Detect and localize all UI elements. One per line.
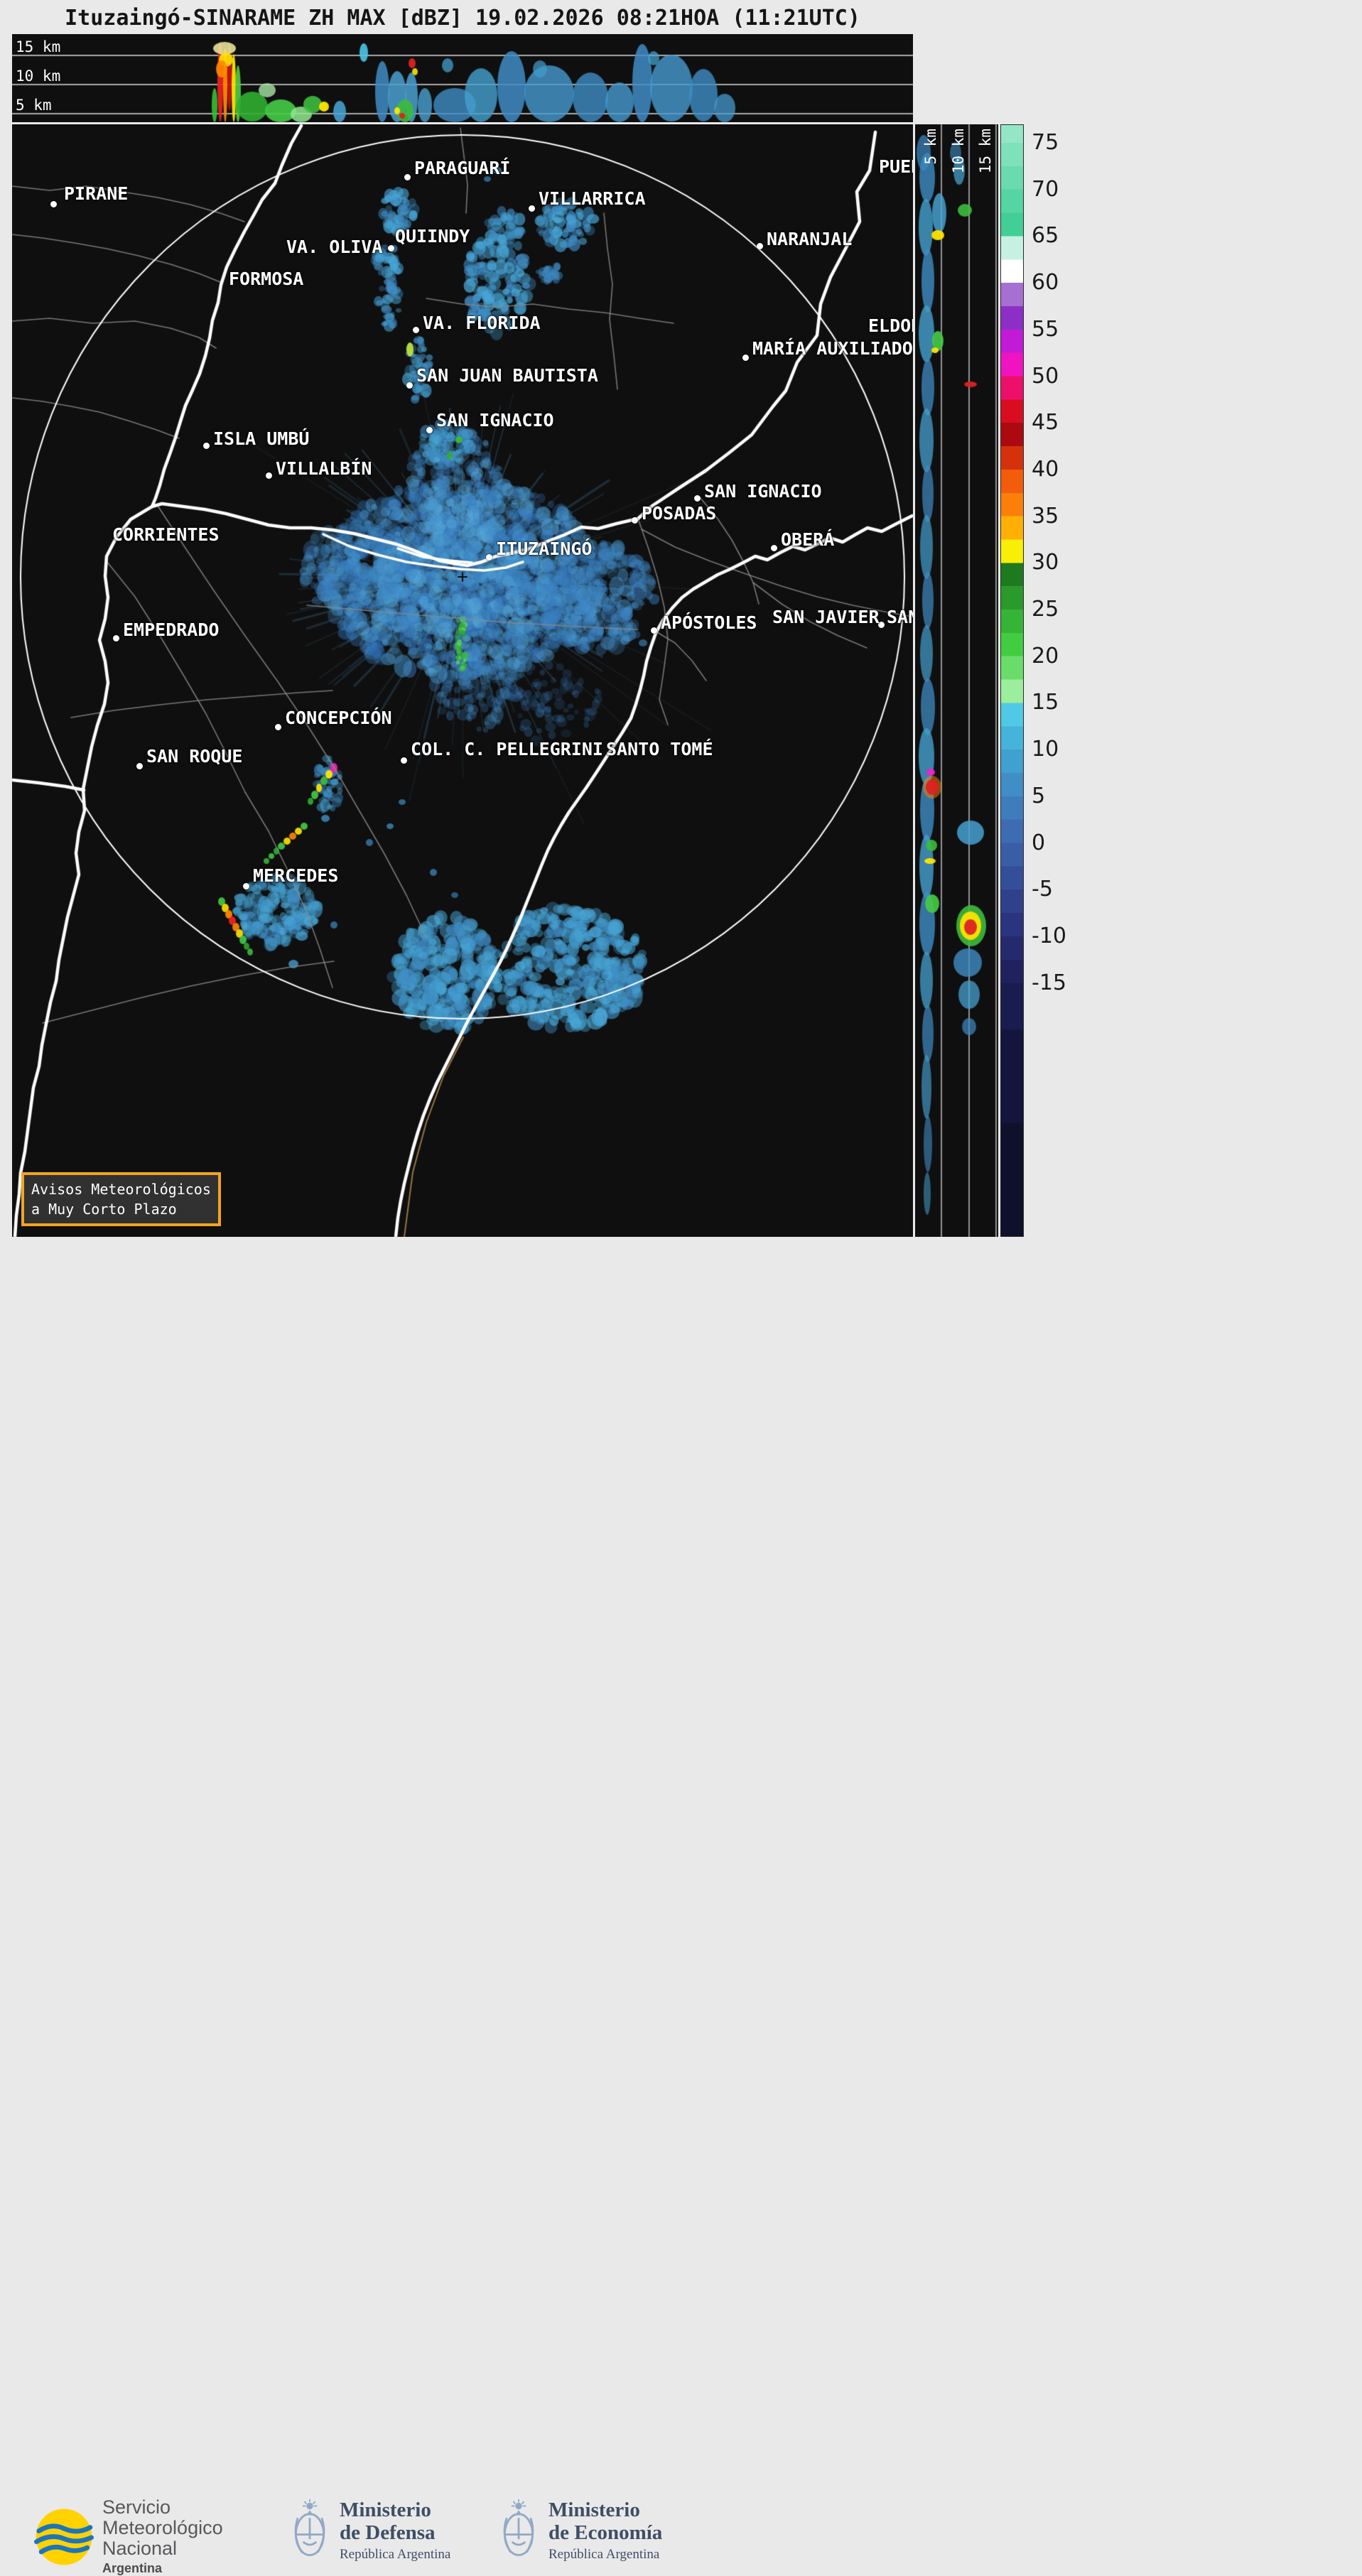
- colorbar-tick-55: 55: [1032, 316, 1059, 342]
- footer: Servicio Meteorológico Nacional Argentin…: [0, 1237, 1362, 2575]
- colorbar-tick-35: 35: [1032, 503, 1059, 529]
- smn-country-label: Argentina: [102, 2561, 163, 2575]
- smn-name-line-2: Meteorológico: [102, 2517, 223, 2538]
- colorbar-tick--15: -15: [1032, 970, 1066, 995]
- defensa-name-line-2: de Defensa: [340, 2521, 436, 2544]
- defensa-name-line-1: Ministerio: [340, 2499, 431, 2521]
- coat-of-arms-icon: [294, 2499, 325, 2556]
- colorbar-tick-10: 10: [1032, 737, 1059, 762]
- coat-of-arms-icon: [503, 2499, 534, 2556]
- colorbar-tick-50: 50: [1032, 363, 1059, 389]
- colorbar-tick-5: 5: [1032, 783, 1046, 808]
- colorbar-tick-0: 0: [1032, 830, 1046, 855]
- colorbar-tick-40: 40: [1032, 456, 1059, 482]
- colorbar-tick-25: 25: [1032, 597, 1059, 622]
- colorbar-tick-65: 65: [1032, 223, 1059, 249]
- colorbar-tick-30: 30: [1032, 550, 1059, 575]
- warning-box: Avisos Meteorológicos a Muy Corto Plazo: [21, 1172, 221, 1226]
- defensa-sub-label: República Argentina: [340, 2547, 451, 2562]
- defensa-logo-block: Ministerio de Defensa República Argentin…: [290, 2497, 450, 2564]
- colorbar-tick-20: 20: [1032, 643, 1059, 669]
- economia-sub-label: República Argentina: [548, 2547, 660, 2562]
- smn-logo-block: Servicio Meteorológico Nacional Argentin…: [34, 2497, 223, 2576]
- smn-name-line-1: Servicio: [102, 2496, 171, 2518]
- colorbar-tick-60: 60: [1032, 270, 1059, 296]
- colorbar-tick-70: 70: [1032, 176, 1059, 202]
- smn-name-line-3: Nacional: [102, 2538, 178, 2559]
- colorbar-tick--5: -5: [1032, 877, 1053, 902]
- colorbar-tick-15: 15: [1032, 690, 1059, 715]
- dbz-colorbar: [1000, 124, 1024, 1237]
- page-title: Ituzaingó-SINARAME ZH MAX [dBZ] 19.02.20…: [65, 6, 860, 31]
- top-cross-section-panel: [12, 34, 913, 122]
- colorbar-tick--10: -10: [1032, 923, 1066, 948]
- warning-line-2: a Muy Corto Plazo: [31, 1201, 177, 1218]
- smn-logo-icon: [34, 2509, 94, 2565]
- warning-line-1: Avisos Meteorológicos: [31, 1181, 211, 1198]
- radar-map-panel: [12, 124, 913, 1237]
- economia-name-line-2: de Economía: [548, 2521, 663, 2544]
- right-cross-section-panel: [915, 124, 998, 1237]
- economia-logo-block: Ministerio de Economía República Argenti…: [499, 2497, 662, 2564]
- colorbar-tick-45: 45: [1032, 410, 1059, 435]
- economia-name-line-1: Ministerio: [548, 2499, 640, 2521]
- colorbar-tick-75: 75: [1032, 130, 1059, 155]
